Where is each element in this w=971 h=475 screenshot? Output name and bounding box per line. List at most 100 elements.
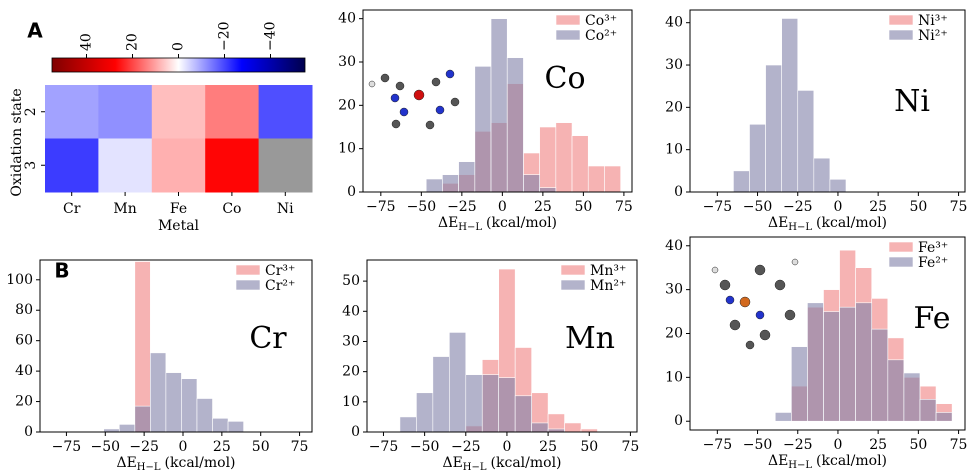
x-axis-label-part: H−L bbox=[458, 222, 482, 233]
x-tick-label: Fe bbox=[170, 201, 187, 217]
y-tick-label: 10 bbox=[665, 369, 683, 385]
bar bbox=[466, 375, 482, 432]
x-tick-label: 50 bbox=[580, 439, 598, 455]
x-axis-label-part: (kcal/mol) bbox=[816, 215, 887, 231]
x-tick-label: 0 bbox=[179, 439, 188, 455]
legend-swatch bbox=[556, 15, 580, 25]
x-axis-label-part: H−L bbox=[788, 222, 812, 233]
x-tick-label: 25 bbox=[869, 199, 887, 215]
bar bbox=[135, 406, 151, 432]
bar bbox=[507, 58, 523, 192]
bar bbox=[782, 18, 798, 192]
legend-label: Mn³⁺ bbox=[590, 263, 626, 279]
bar bbox=[426, 179, 442, 192]
x-axis-label-part: H−L bbox=[137, 462, 161, 473]
y-tick-label: 30 bbox=[665, 57, 683, 73]
legend-label: Co²⁺ bbox=[585, 28, 617, 44]
bar bbox=[459, 162, 475, 192]
y-tick-label: 100 bbox=[6, 272, 33, 288]
bar bbox=[823, 312, 839, 422]
y-tick-label: 0 bbox=[24, 424, 33, 440]
heat-cell bbox=[98, 139, 152, 193]
x-axis-label-part: (kcal/mol) bbox=[486, 215, 557, 231]
bar bbox=[588, 166, 604, 192]
bar bbox=[499, 378, 515, 432]
x-tick-label: 25 bbox=[539, 439, 557, 455]
panel-label: A bbox=[27, 19, 43, 43]
bar bbox=[523, 175, 539, 192]
x-tick-label: Mn bbox=[113, 201, 136, 217]
legend-swatch bbox=[561, 265, 585, 275]
x-tick-label: −75 bbox=[52, 439, 82, 455]
heat-cell bbox=[98, 85, 152, 139]
x-axis-label: ΔEH−L(kcal/mol) bbox=[768, 453, 887, 471]
legend-label: Fe²⁺ bbox=[918, 255, 948, 271]
y-tick-label: 80 bbox=[15, 302, 33, 318]
x-tick-label: −25 bbox=[447, 199, 477, 215]
colorbar bbox=[52, 58, 305, 72]
bar bbox=[798, 90, 814, 192]
x-tick-label: 0 bbox=[833, 437, 842, 453]
heat-cell bbox=[45, 85, 99, 139]
bar bbox=[400, 417, 416, 432]
bar bbox=[475, 66, 491, 192]
legend-swatch bbox=[889, 15, 913, 25]
bar bbox=[119, 424, 135, 432]
x-tick-label: −75 bbox=[369, 439, 399, 455]
bar bbox=[872, 329, 888, 421]
x-tick-label: 25 bbox=[534, 199, 552, 215]
colorbar-tick-label: −40 bbox=[263, 21, 279, 51]
bar bbox=[920, 399, 936, 421]
bar bbox=[433, 357, 449, 432]
legend-label: Ni²⁺ bbox=[918, 28, 948, 44]
bar bbox=[572, 136, 588, 192]
x-tick-label: 25 bbox=[213, 439, 231, 455]
bar bbox=[515, 396, 531, 432]
x-tick-label: 75 bbox=[615, 199, 633, 215]
heat-cell bbox=[205, 85, 259, 139]
y-tick-label: 3 bbox=[23, 161, 39, 170]
y-tick-label: 20 bbox=[342, 364, 360, 380]
x-tick-label: 75 bbox=[291, 439, 309, 455]
x-axis-label-part: H−L bbox=[463, 462, 487, 473]
legend-label: Fe³⁺ bbox=[918, 240, 948, 256]
x-tick-label: 25 bbox=[869, 437, 887, 453]
x-tick-label: 50 bbox=[574, 199, 592, 215]
x-axis-label: ΔEH−L(kcal/mol) bbox=[116, 455, 235, 473]
y-tick-label: 20 bbox=[15, 394, 33, 410]
y-tick-label: 0 bbox=[351, 424, 360, 440]
colorbar-tick-label: 20 bbox=[125, 33, 141, 51]
y-tick-label: 40 bbox=[338, 11, 356, 27]
legend-swatch bbox=[236, 265, 260, 275]
bar bbox=[840, 307, 856, 421]
x-axis-label-part: ΔE bbox=[768, 453, 788, 469]
x-tick-label: −50 bbox=[743, 437, 773, 453]
y-tick-label: 40 bbox=[15, 363, 33, 379]
legend-swatch bbox=[889, 30, 913, 40]
bar bbox=[733, 171, 749, 192]
y-tick-label: 10 bbox=[665, 142, 683, 158]
bar bbox=[830, 179, 846, 192]
bar bbox=[807, 303, 823, 421]
x-tick-label: −25 bbox=[783, 437, 813, 453]
bar bbox=[181, 379, 197, 432]
x-tick-label: 0 bbox=[833, 199, 842, 215]
panel-annotation: Ni bbox=[894, 84, 930, 119]
y-tick-label: 20 bbox=[665, 99, 683, 115]
legend-label: Ni³⁺ bbox=[918, 13, 948, 29]
bar bbox=[604, 166, 620, 192]
legend-label: Cr²⁺ bbox=[265, 278, 295, 294]
x-tick-label: −75 bbox=[703, 199, 733, 215]
bar bbox=[532, 423, 548, 432]
y-tick-label: 2 bbox=[23, 107, 39, 116]
x-tick-label: Cr bbox=[63, 201, 81, 217]
x-axis-label-part: ΔE bbox=[768, 215, 788, 231]
legend-label: Cr³⁺ bbox=[265, 263, 295, 279]
x-tick-label: Co bbox=[222, 201, 241, 217]
y-axis-label: Oxidation state bbox=[9, 88, 25, 196]
y-tick-label: 10 bbox=[338, 141, 356, 157]
x-tick-label: Ni bbox=[277, 201, 294, 217]
x-axis-label-part: H−L bbox=[788, 460, 812, 471]
bar bbox=[791, 347, 807, 422]
x-tick-label: 50 bbox=[909, 437, 927, 453]
